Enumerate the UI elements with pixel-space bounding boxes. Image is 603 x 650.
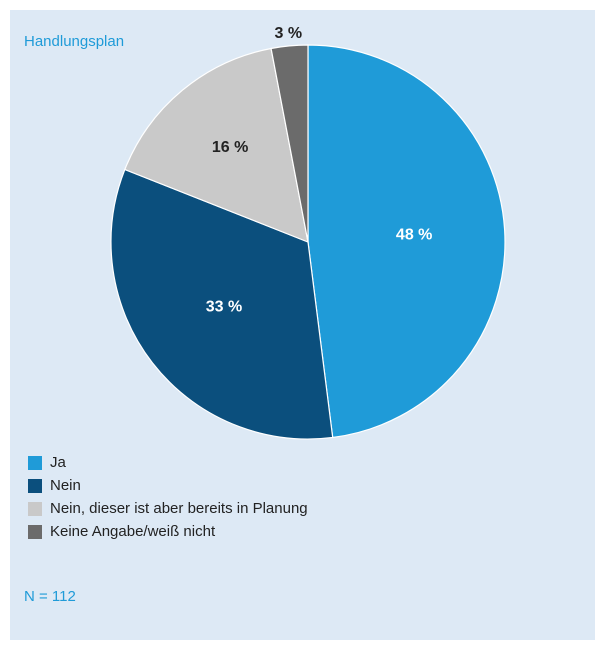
pie-slice bbox=[307, 44, 506, 439]
legend-label: Keine Angabe/weiß nicht bbox=[50, 523, 216, 540]
legend-swatch bbox=[28, 502, 42, 516]
legend-swatch bbox=[28, 479, 42, 493]
pie-slice bbox=[110, 168, 334, 440]
chart-title: Handlungsplan bbox=[24, 33, 124, 50]
legend-swatch bbox=[28, 525, 42, 539]
legend-label: Nein bbox=[50, 477, 81, 494]
legend-label: Nein, dieser ist aber bereits in Planung bbox=[50, 500, 308, 517]
legend-label: Ja bbox=[50, 454, 67, 471]
pie-slice bbox=[124, 47, 309, 243]
data-label: 33 % bbox=[206, 298, 242, 315]
data-label: 16 % bbox=[212, 139, 248, 156]
pie-slice bbox=[270, 44, 309, 243]
data-label: 3 % bbox=[275, 25, 303, 42]
legend-swatch bbox=[28, 456, 42, 470]
data-label: 48 % bbox=[396, 227, 432, 244]
note: N = 112 bbox=[24, 588, 76, 605]
